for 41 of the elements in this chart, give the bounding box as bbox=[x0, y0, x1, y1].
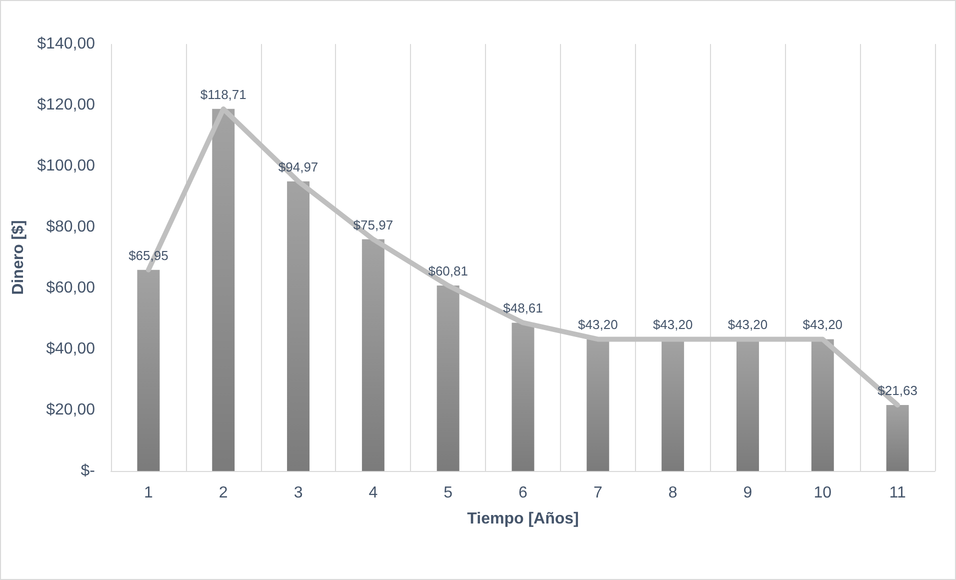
y-tick-label: $40,00 bbox=[46, 340, 96, 358]
data-label: $48,61 bbox=[503, 300, 543, 316]
x-axis-title: Tiempo [Años] bbox=[467, 510, 579, 528]
data-label: $21,63 bbox=[878, 383, 918, 398]
y-tick-label: $120,00 bbox=[37, 96, 96, 114]
data-label: $43,20 bbox=[652, 317, 693, 332]
x-tick-label: 10 bbox=[814, 484, 832, 502]
bar bbox=[362, 239, 384, 471]
bar bbox=[287, 181, 310, 471]
x-tick-label: 5 bbox=[444, 484, 453, 502]
data-label: $65,95 bbox=[128, 248, 168, 263]
data-label: $43,20 bbox=[578, 317, 618, 332]
x-tick-label: 4 bbox=[368, 484, 378, 502]
y-tick-label: $20,00 bbox=[46, 402, 96, 418]
x-tick-label: 1 bbox=[144, 484, 153, 502]
data-label: $118,71 bbox=[200, 86, 246, 102]
data-label: $60,81 bbox=[428, 264, 468, 279]
x-tick-label: 8 bbox=[668, 484, 678, 502]
data-label: $43,20 bbox=[728, 317, 768, 332]
bar bbox=[137, 270, 160, 471]
y-tick-label: $60,00 bbox=[46, 280, 96, 296]
y-axis-title: Dinero [$] bbox=[10, 220, 27, 295]
x-tick-label: 9 bbox=[743, 484, 752, 502]
x-tick-label: 7 bbox=[593, 484, 602, 502]
x-tick-label: 3 bbox=[294, 484, 303, 502]
y-tick-label: $140,00 bbox=[37, 36, 96, 52]
bar bbox=[512, 322, 534, 471]
bar bbox=[436, 286, 460, 471]
x-tick-label: 2 bbox=[218, 484, 228, 502]
bar bbox=[212, 108, 235, 471]
y-tick-label: $80,00 bbox=[46, 218, 96, 236]
data-label: $94,97 bbox=[278, 159, 318, 174]
bar bbox=[886, 405, 909, 471]
y-tick-label: $100,00 bbox=[37, 158, 96, 174]
data-label: $75,97 bbox=[353, 217, 394, 232]
y-tick-label: $- bbox=[80, 462, 95, 480]
bar bbox=[586, 339, 610, 471]
data-label: $43,20 bbox=[802, 317, 843, 332]
x-tick-label: 6 bbox=[518, 484, 528, 502]
bar bbox=[811, 339, 834, 471]
x-tick-label: 11 bbox=[889, 484, 906, 502]
